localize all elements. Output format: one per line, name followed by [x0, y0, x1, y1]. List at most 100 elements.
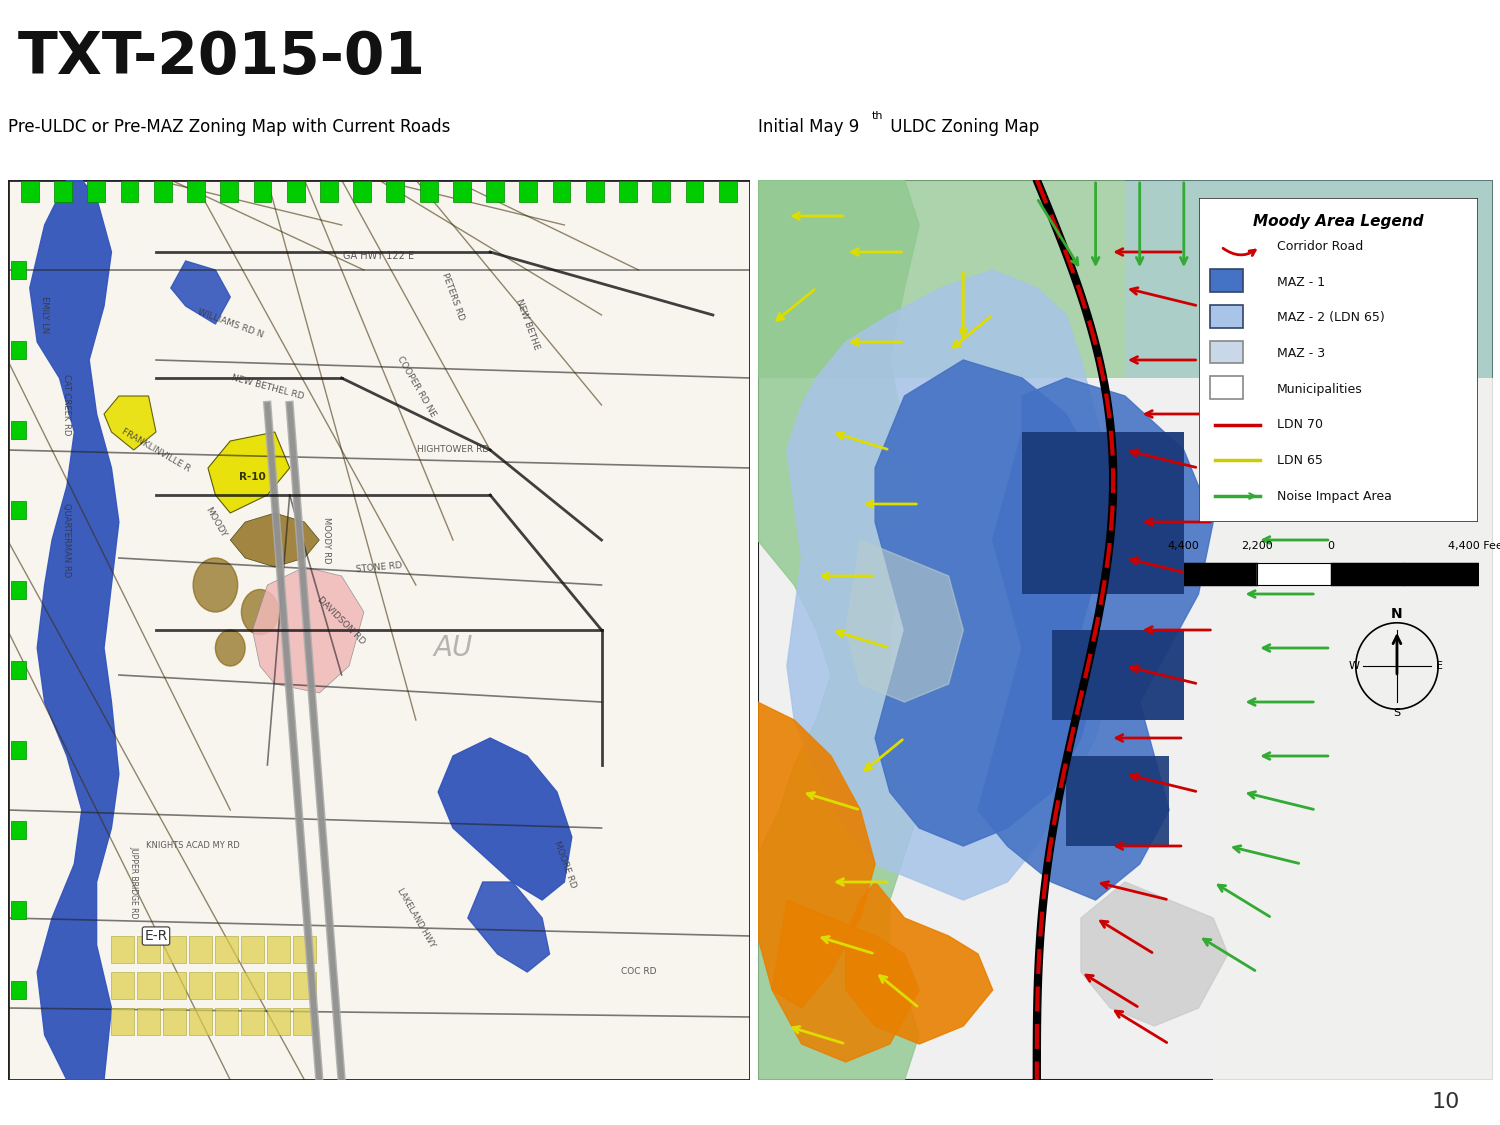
- Text: 2,200: 2,200: [1242, 541, 1274, 551]
- Text: HIGHTOWER RD: HIGHTOWER RD: [417, 446, 489, 454]
- Bar: [1209, 376, 1243, 399]
- Polygon shape: [209, 432, 290, 513]
- Bar: [242, 1008, 264, 1035]
- Bar: [320, 181, 338, 202]
- Text: E-R: E-R: [144, 929, 168, 943]
- Bar: [10, 421, 26, 439]
- Polygon shape: [758, 180, 920, 1080]
- Bar: [120, 181, 138, 202]
- Text: MAZ - 3: MAZ - 3: [1276, 346, 1324, 360]
- Text: NEW BETHE: NEW BETHE: [514, 297, 540, 351]
- Bar: [267, 936, 290, 963]
- Bar: [138, 972, 159, 999]
- Text: CAT CREEK RD: CAT CREEK RD: [63, 375, 72, 435]
- Bar: [1209, 305, 1243, 327]
- Text: QUARTERMAN RD: QUARTERMAN RD: [63, 503, 72, 577]
- Polygon shape: [874, 360, 1110, 846]
- Text: R-10: R-10: [238, 472, 266, 482]
- Bar: [10, 901, 26, 919]
- Bar: [189, 972, 211, 999]
- Bar: [189, 1008, 211, 1035]
- Polygon shape: [772, 900, 920, 1062]
- Bar: [138, 936, 159, 963]
- Bar: [294, 1008, 315, 1035]
- Circle shape: [242, 590, 279, 634]
- Text: JUPPER BRIDGE RD: JUPPER BRIDGE RD: [129, 846, 138, 918]
- Bar: [10, 741, 26, 759]
- Bar: [216, 1008, 237, 1035]
- Bar: [267, 972, 290, 999]
- Polygon shape: [846, 882, 993, 1044]
- Bar: [387, 181, 405, 202]
- Text: AU: AU: [433, 634, 472, 661]
- Bar: [686, 181, 703, 202]
- Bar: [718, 181, 736, 202]
- Bar: [652, 181, 670, 202]
- Bar: [294, 936, 315, 963]
- Text: E: E: [1437, 662, 1443, 670]
- Text: LAKELAND HWY: LAKELAND HWY: [394, 886, 436, 949]
- Bar: [352, 181, 370, 202]
- Text: PETERS RD: PETERS RD: [440, 272, 466, 322]
- Text: th: th: [871, 111, 883, 120]
- Text: WILLIAMS RD N: WILLIAMS RD N: [196, 308, 264, 340]
- Circle shape: [216, 630, 244, 666]
- Bar: [1209, 341, 1243, 363]
- Polygon shape: [104, 396, 156, 450]
- Bar: [111, 972, 134, 999]
- Circle shape: [194, 558, 237, 612]
- Bar: [220, 181, 238, 202]
- Bar: [10, 580, 26, 598]
- Polygon shape: [758, 702, 874, 1008]
- Text: Corridor Road: Corridor Road: [1276, 240, 1364, 253]
- Text: GA HWY 122 E: GA HWY 122 E: [344, 252, 414, 261]
- Bar: [87, 181, 105, 202]
- Bar: [54, 181, 72, 202]
- Bar: [1214, 378, 1492, 1080]
- Bar: [519, 181, 537, 202]
- Text: NEW BETHEL RD: NEW BETHEL RD: [230, 374, 304, 400]
- Text: KNIGHTS ACAD MY RD: KNIGHTS ACAD MY RD: [147, 842, 240, 850]
- Bar: [10, 261, 26, 279]
- Text: MOODY: MOODY: [202, 505, 228, 539]
- Text: EMILY LN: EMILY LN: [40, 296, 50, 333]
- Bar: [111, 1008, 134, 1035]
- Polygon shape: [438, 738, 572, 900]
- Polygon shape: [978, 378, 1214, 900]
- Bar: [10, 662, 26, 680]
- Text: 10: 10: [1432, 1092, 1460, 1113]
- Bar: [586, 181, 603, 202]
- Bar: [21, 181, 39, 202]
- Bar: [453, 181, 471, 202]
- Bar: [216, 936, 237, 963]
- Text: MOORE RD: MOORE RD: [552, 839, 578, 889]
- Bar: [242, 972, 264, 999]
- Bar: [10, 501, 26, 519]
- Text: N: N: [1390, 608, 1402, 621]
- Bar: [164, 1008, 186, 1035]
- Bar: [1052, 630, 1184, 720]
- Text: STONE RD: STONE RD: [356, 560, 402, 574]
- Bar: [267, 1008, 290, 1035]
- Bar: [242, 936, 264, 963]
- Polygon shape: [171, 261, 231, 324]
- Bar: [286, 181, 304, 202]
- Bar: [1125, 180, 1492, 378]
- Text: DAVIDSON RD: DAVIDSON RD: [316, 595, 368, 647]
- Text: S: S: [1394, 708, 1401, 718]
- Bar: [189, 936, 211, 963]
- Bar: [420, 181, 438, 202]
- Text: 4,400: 4,400: [1168, 541, 1200, 551]
- Text: MOODY RD: MOODY RD: [322, 516, 332, 564]
- Text: FRANKLINVILLE R: FRANKLINVILLE R: [120, 426, 192, 474]
- Polygon shape: [252, 567, 364, 693]
- Polygon shape: [788, 270, 1110, 900]
- Polygon shape: [468, 882, 549, 972]
- Text: MAZ - 2 (LDN 65): MAZ - 2 (LDN 65): [1276, 312, 1384, 324]
- Bar: [552, 181, 570, 202]
- Bar: [111, 936, 134, 963]
- Text: Noise Impact Area: Noise Impact Area: [1276, 489, 1392, 503]
- Text: W: W: [1348, 662, 1359, 670]
- Bar: [254, 181, 272, 202]
- Bar: [758, 180, 1125, 378]
